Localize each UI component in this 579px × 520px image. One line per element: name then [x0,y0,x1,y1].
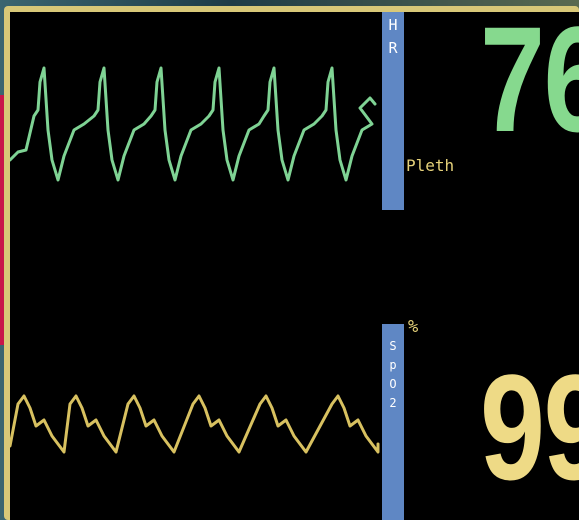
spo2-label-letter: p [389,358,397,372]
spo2-label-letter: 2 [389,396,397,410]
ecg-waveform [10,66,377,182]
spo2-value: 99 [480,343,579,511]
pleth-waveform [10,394,380,454]
spo2-label-bar: S p O 2 [382,324,404,520]
percent-label: % [408,317,419,337]
pleth-label: Pleth [406,156,455,175]
waveform-canvas [10,66,380,454]
spo2-label-letter: S [389,339,397,353]
monitor-screen: H R Pleth S p O 2 % 76 99 [10,12,579,520]
heart-rate-value: 76 [480,12,579,163]
spo2-label-letter: O [389,377,397,391]
hr-label-bar: H R [382,12,404,210]
hr-label-letter: R [388,39,398,57]
hr-label-letter: H [388,16,398,34]
